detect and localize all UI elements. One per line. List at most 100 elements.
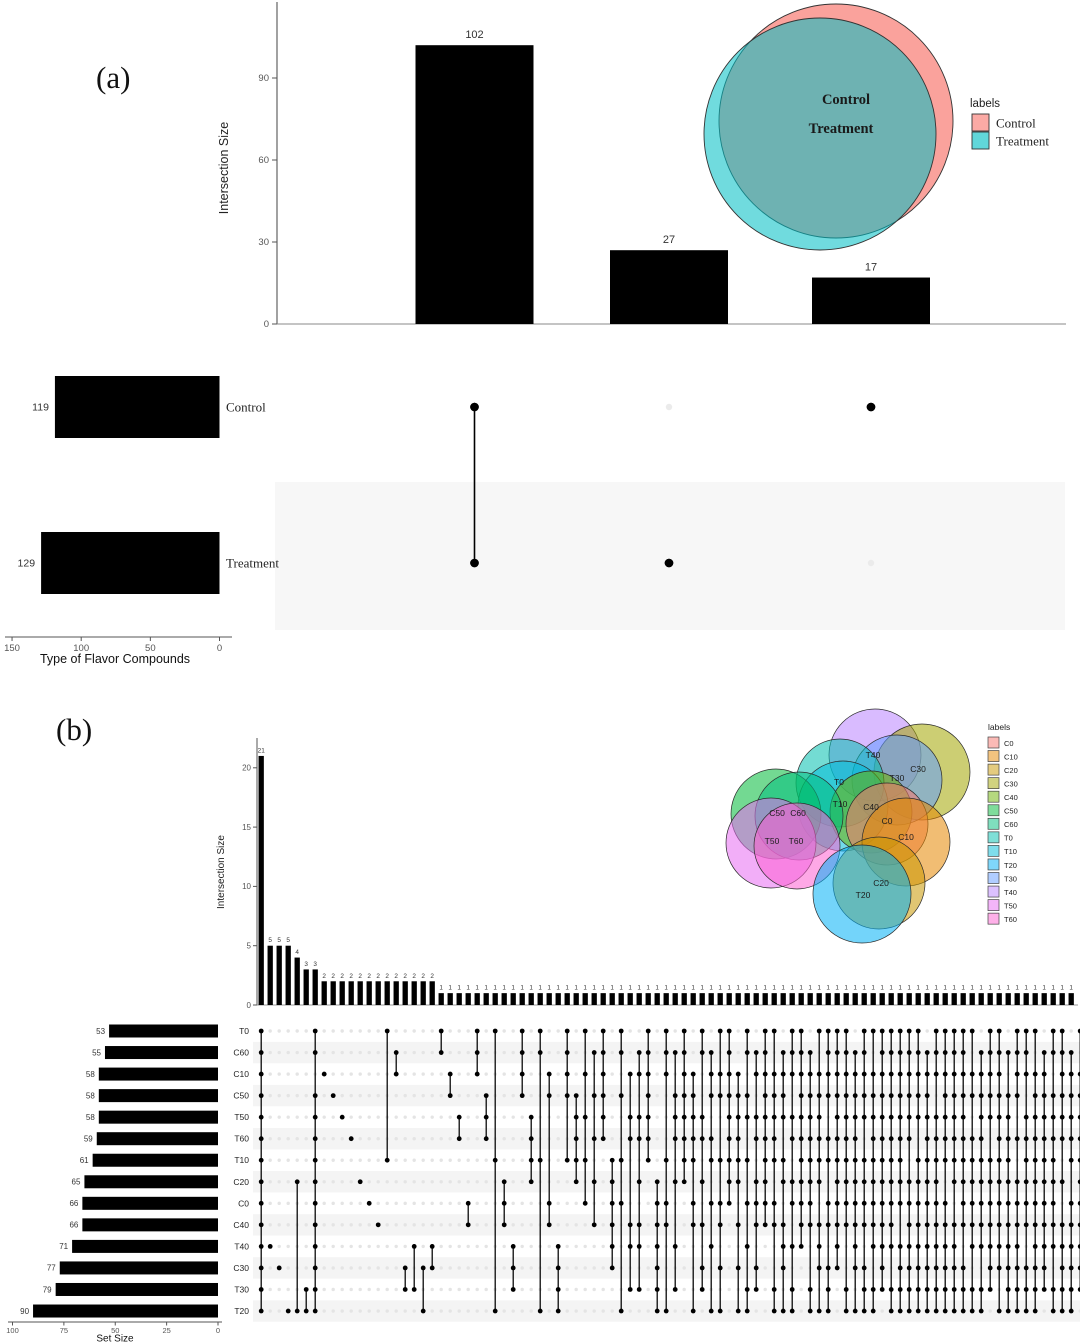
matrix-dot-empty bbox=[403, 1180, 407, 1184]
y-axis-tick-label: 60 bbox=[258, 155, 269, 166]
matrix-dot-filled bbox=[690, 1157, 696, 1163]
matrix-dot-filled bbox=[564, 1093, 570, 1099]
set-size-bar bbox=[33, 1304, 218, 1318]
bar-value-label: 1 bbox=[538, 985, 542, 992]
matrix-dot-filled bbox=[933, 1222, 939, 1228]
matrix-dot-filled bbox=[987, 1028, 993, 1034]
matrix-dot-empty bbox=[466, 1137, 470, 1141]
matrix-dot-empty bbox=[511, 1115, 515, 1119]
matrix-dot-empty bbox=[610, 1137, 614, 1141]
matrix-dot-empty bbox=[484, 1223, 488, 1227]
matrix-dot-empty bbox=[421, 1029, 425, 1033]
matrix-dot-filled bbox=[753, 1114, 759, 1120]
matrix-dot-empty bbox=[520, 1244, 524, 1249]
matrix-dot-empty bbox=[295, 1158, 299, 1162]
matrix-dot-filled bbox=[996, 1222, 1002, 1228]
matrix-dot-empty bbox=[673, 1029, 677, 1033]
matrix-dot-filled bbox=[753, 1136, 759, 1142]
matrix-dot-filled bbox=[780, 1114, 786, 1120]
matrix-dot-empty bbox=[268, 1266, 272, 1270]
matrix-dot-filled bbox=[978, 1157, 984, 1163]
matrix-dot-empty bbox=[430, 1287, 434, 1292]
matrix-dot-empty bbox=[421, 1158, 425, 1162]
matrix-dot-empty bbox=[484, 1201, 488, 1206]
matrix-dot-empty bbox=[979, 1029, 983, 1033]
matrix-dot-filled bbox=[933, 1157, 939, 1163]
intersection-bar bbox=[447, 993, 453, 1005]
bar-value-label: 2 bbox=[376, 973, 380, 980]
matrix-dot-filled bbox=[528, 1179, 534, 1185]
matrix-dot-filled bbox=[303, 1287, 309, 1292]
matrix-dot-filled bbox=[906, 1028, 912, 1034]
matrix-dot-empty bbox=[565, 1309, 569, 1313]
matrix-dot-filled bbox=[699, 1287, 705, 1292]
bar-value-label: 1 bbox=[988, 985, 992, 992]
matrix-dot-empty bbox=[448, 1180, 452, 1184]
matrix-dot-filled bbox=[960, 1136, 966, 1142]
matrix-dot-filled bbox=[555, 1287, 561, 1292]
set-size-value: 55 bbox=[92, 1048, 101, 1057]
matrix-dot-filled bbox=[1023, 1200, 1029, 1206]
matrix-dot-empty bbox=[1069, 1029, 1073, 1033]
matrix-dot-empty bbox=[268, 1309, 272, 1313]
matrix-dot-filled bbox=[924, 1179, 930, 1185]
matrix-dot-filled bbox=[1077, 1071, 1080, 1077]
matrix-dot-empty bbox=[808, 1029, 812, 1033]
intersection-bar bbox=[582, 993, 588, 1005]
matrix-dot-empty bbox=[322, 1223, 326, 1227]
matrix-dot-filled bbox=[1068, 1244, 1074, 1249]
matrix-dot-empty bbox=[412, 1072, 416, 1076]
bar-value-label: 2 bbox=[403, 973, 407, 980]
matrix-dot-filled bbox=[753, 1222, 759, 1228]
matrix-dot-filled bbox=[510, 1287, 516, 1292]
matrix-dot-filled bbox=[654, 1265, 660, 1271]
bar-value-label: 102 bbox=[465, 29, 483, 41]
matrix-dot-empty bbox=[421, 1050, 425, 1055]
matrix-dot-empty bbox=[475, 1287, 479, 1292]
matrix-dot-filled bbox=[690, 1308, 696, 1314]
matrix-dot-empty bbox=[322, 1050, 326, 1055]
matrix-dot-filled bbox=[672, 1114, 678, 1120]
matrix-dot-filled bbox=[888, 1200, 894, 1206]
bar-value-label: 1 bbox=[925, 985, 929, 992]
legend-entry-label: C60 bbox=[1004, 820, 1018, 829]
matrix-dot-filled bbox=[915, 1308, 921, 1314]
set-axis-tick-label: 50 bbox=[111, 1326, 119, 1335]
matrix-dot-filled bbox=[771, 1308, 777, 1314]
matrix-dot-filled bbox=[555, 1308, 561, 1314]
matrix-dot-filled bbox=[861, 1093, 867, 1099]
matrix-dot-empty bbox=[1042, 1029, 1046, 1033]
matrix-dot-filled bbox=[726, 1050, 732, 1055]
matrix-dot-empty bbox=[610, 1093, 614, 1098]
matrix-dot-filled bbox=[492, 1028, 498, 1034]
matrix-dot-empty bbox=[376, 1180, 380, 1184]
matrix-dot-empty bbox=[867, 559, 875, 567]
set-name-label: T0 bbox=[239, 1026, 249, 1036]
intersection-bar bbox=[1005, 993, 1011, 1005]
matrix-dot-empty bbox=[331, 1201, 335, 1206]
matrix-dot-filled bbox=[789, 1308, 795, 1314]
matrix-dot-empty bbox=[340, 1266, 344, 1270]
matrix-dot-filled bbox=[888, 1114, 894, 1120]
matrix-dot-filled bbox=[879, 1071, 885, 1077]
matrix-dot-filled bbox=[645, 1136, 651, 1142]
matrix-dot-filled bbox=[987, 1114, 993, 1120]
matrix-dot-empty bbox=[853, 1029, 857, 1033]
set-size-bar bbox=[98, 1110, 218, 1124]
matrix-dot-filled bbox=[852, 1265, 858, 1271]
matrix-dot-empty bbox=[394, 1180, 398, 1184]
matrix-dot-empty bbox=[556, 1072, 560, 1076]
bar-value-label: 1 bbox=[529, 985, 533, 992]
intersection-bar bbox=[456, 993, 462, 1005]
matrix-dot-filled bbox=[672, 1136, 678, 1142]
matrix-dot-filled bbox=[924, 1287, 930, 1292]
matrix-dot-filled bbox=[933, 1200, 939, 1206]
intersection-bar bbox=[726, 993, 732, 1005]
euler-label-t30: T30 bbox=[890, 773, 905, 783]
legend-swatch bbox=[987, 858, 1000, 871]
matrix-dot-empty bbox=[574, 1029, 578, 1033]
matrix-dot-empty bbox=[412, 1093, 416, 1098]
euler-label-t40: T40 bbox=[866, 750, 881, 760]
matrix-dot-filled bbox=[897, 1028, 903, 1034]
bar-value-label: 5 bbox=[286, 937, 290, 944]
